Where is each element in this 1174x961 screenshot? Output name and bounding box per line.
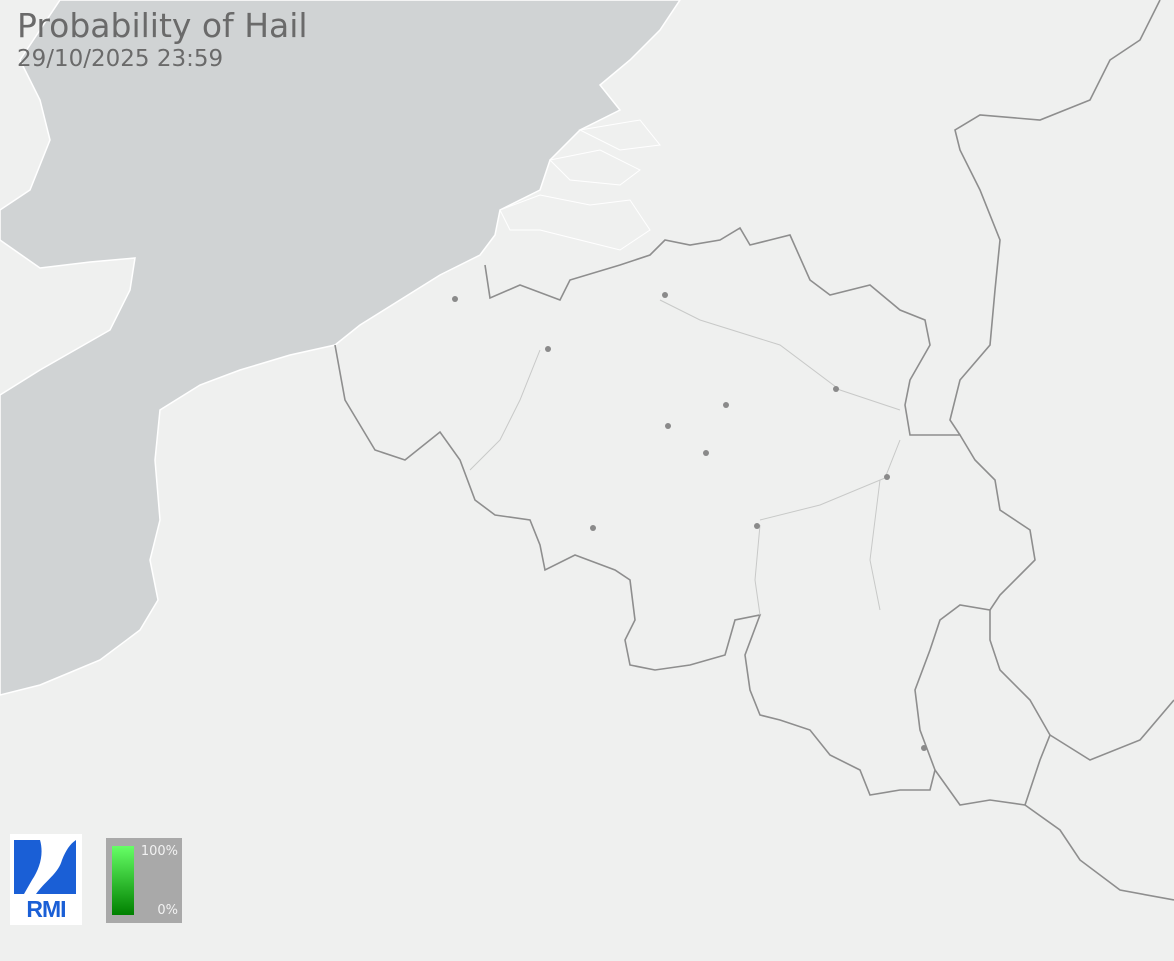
city-dot: [545, 346, 551, 352]
city-dot: [590, 525, 596, 531]
germany-border: [949, 0, 1174, 901]
city-dot: [754, 523, 760, 529]
rmi-logo: RMI: [10, 834, 82, 925]
city-dot: [452, 296, 458, 302]
country-borders: [334, 0, 1174, 901]
map-title: Probability of Hail: [17, 6, 308, 45]
city-dot: [703, 450, 709, 456]
city-dot: [665, 423, 671, 429]
city-dot: [884, 474, 890, 480]
probability-legend: 100% 0%: [106, 838, 182, 923]
rmi-logo-mark-icon: [14, 840, 76, 894]
legend-gradient-bar: [112, 846, 134, 915]
map-timestamp: 29/10/2025 23:59: [17, 46, 224, 72]
rmi-logo-text: RMI: [26, 896, 66, 922]
belgium-border: [334, 226, 1036, 796]
france-lux-border: [1049, 699, 1174, 761]
city-dot: [723, 402, 729, 408]
rivers: [469, 299, 901, 616]
luxembourg-border: [934, 610, 1051, 806]
legend-max-label: 100%: [140, 844, 178, 859]
city-dot: [833, 386, 839, 392]
legend-min-label: 0%: [157, 903, 178, 918]
city-dot: [921, 745, 927, 751]
sea: [0, 0, 681, 696]
cities: [452, 292, 927, 751]
estuary-islands: [499, 119, 661, 251]
city-dot: [662, 292, 668, 298]
